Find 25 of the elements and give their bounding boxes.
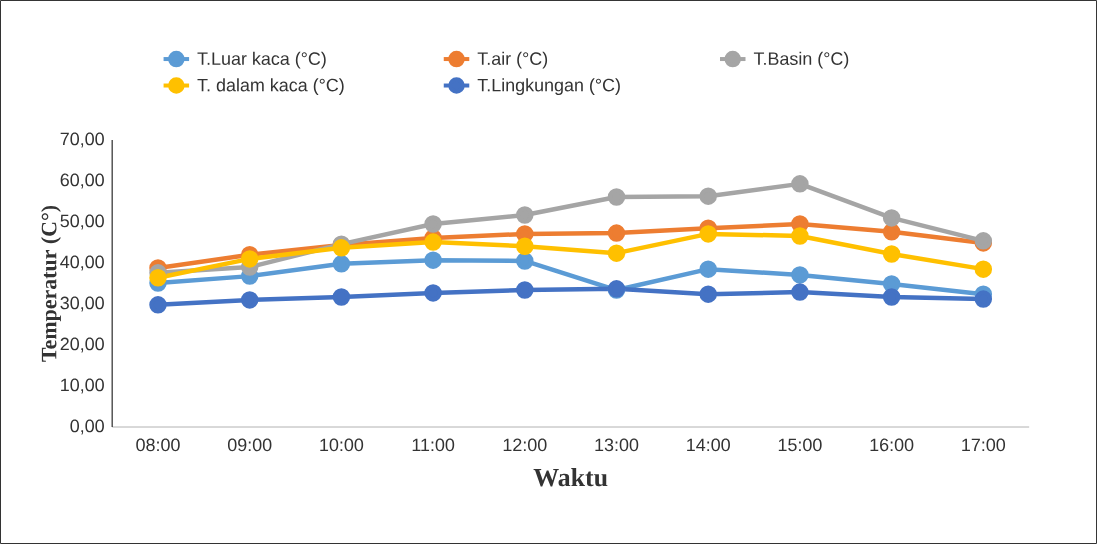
legend-label: T.Lingkungan (°C): [477, 78, 620, 95]
x-axis-title: Waktu: [533, 468, 608, 487]
y-tick-label: 30,00: [60, 296, 104, 312]
x-tick-label: 10:00: [320, 438, 364, 452]
y-tick-label: 60,00: [60, 173, 104, 189]
x-tick-label: 17:00: [962, 438, 1006, 452]
legend-label: T.Basin (°C): [753, 51, 849, 69]
y-tick-label: 10,00: [61, 378, 104, 394]
legend-label: T. dalam kaca (°C): [197, 78, 344, 95]
y-axis-title: Temperatur (C°): [41, 205, 61, 362]
x-tick-label: 08:00: [136, 438, 180, 452]
y-tick-label: 40,00: [60, 255, 104, 271]
x-tick-label: 13:00: [595, 438, 639, 452]
x-tick-label: 09:00: [227, 438, 272, 452]
x-tick-label: 11:00: [412, 438, 455, 452]
x-tick-label: 16:00: [870, 438, 914, 452]
y-tick-label: 50,00: [60, 214, 104, 230]
x-tick-label: 14:00: [687, 438, 730, 452]
x-tick-label: 12:00: [503, 438, 547, 452]
legend-label: T.air (°C): [477, 51, 548, 69]
x-tick-label: 15:00: [778, 438, 822, 452]
y-tick-label: 0,00: [70, 419, 104, 435]
y-tick-label: 70,00: [60, 132, 104, 148]
y-tick-label: 20,00: [60, 337, 104, 353]
legend-label: T.Luar kaca (°C): [197, 51, 326, 69]
